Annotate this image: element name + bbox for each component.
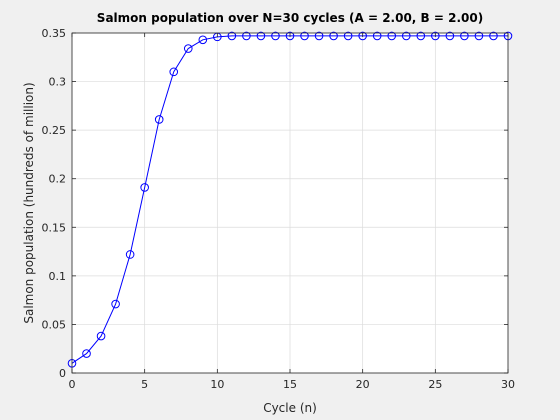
y-tick-label: 0.15: [42, 221, 67, 234]
data-point: [242, 31, 251, 41]
y-tick-label: 0.2: [49, 173, 67, 186]
data-point: [314, 31, 324, 41]
data-point: [82, 349, 91, 358]
x-tick-label: 0: [69, 378, 76, 391]
ticks-layer: 0 5 10 15 20 25 30 0 0.05 0.1 0.15 0.2 0.25 0.3 0.35: [42, 27, 516, 391]
data-point: [111, 299, 120, 309]
data-point: [183, 44, 193, 53]
y-tick-label: 0.3: [49, 76, 67, 89]
data-point: [140, 183, 149, 192]
data-point: [343, 31, 353, 41]
chart-title: Salmon population over N=30 cycles (A = …: [97, 11, 483, 25]
data-point: [125, 250, 135, 259]
data-point: [358, 31, 367, 41]
y-tick-label: 0.05: [42, 318, 67, 331]
data-point: [285, 31, 295, 41]
y-tick-label: 0.25: [42, 124, 67, 137]
data-point: [445, 31, 455, 41]
data-point: [198, 35, 208, 45]
x-axis-label: Cycle (n): [263, 401, 317, 415]
x-tick-label: 15: [283, 378, 297, 391]
data-point: [372, 31, 382, 41]
data-point: [401, 31, 411, 41]
data-point: [489, 31, 498, 41]
data-point: [154, 115, 164, 124]
x-tick-label: 10: [210, 378, 224, 391]
data-point: [474, 31, 484, 41]
data-point: [329, 31, 338, 41]
x-tick-label: 30: [501, 378, 515, 391]
data-point: [460, 31, 469, 41]
data-point: [416, 31, 426, 41]
data-point: [387, 31, 397, 41]
y-axis-label: Salmon population (hundreds of million): [22, 82, 36, 323]
y-tick-label: 0.1: [49, 270, 67, 283]
data-point: [227, 31, 237, 41]
y-tick-label: 0.35: [42, 27, 67, 40]
data-point: [300, 31, 309, 41]
data-point: [271, 31, 280, 41]
data-point: [431, 31, 440, 41]
y-tick-label: 0: [59, 367, 66, 380]
data-point: [256, 31, 266, 41]
x-tick-label: 25: [428, 378, 442, 391]
x-tick-label: 20: [356, 378, 370, 391]
data-point: [169, 67, 179, 77]
data-point: [96, 331, 106, 341]
x-tick-label: 5: [141, 378, 148, 391]
